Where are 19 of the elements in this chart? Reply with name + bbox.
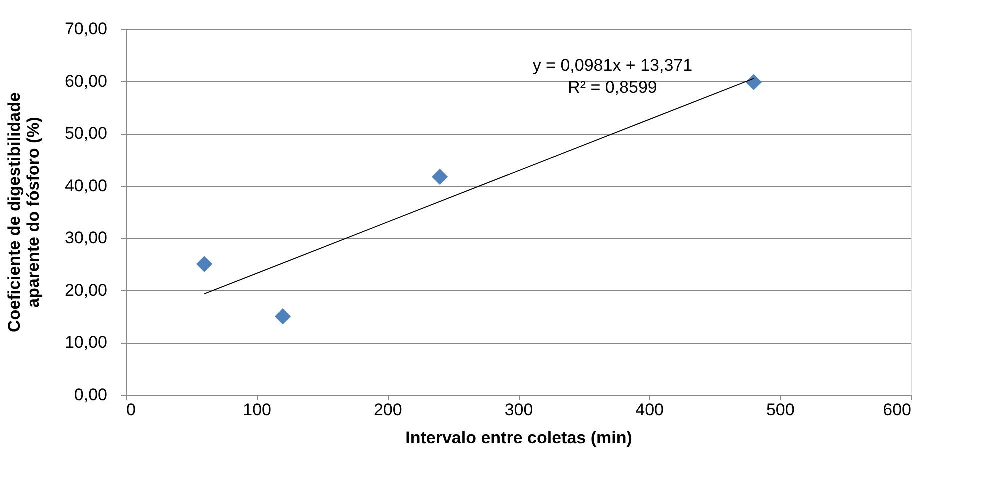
x-tick-label: 600: [883, 400, 912, 420]
annotation: y = 0,0981x + 13,371: [532, 56, 693, 75]
y-tick-label: 60,00: [64, 72, 108, 91]
annotation: R² = 0,8599: [568, 78, 658, 97]
y-tick-label: 70,00: [64, 20, 108, 38]
x-tick-label: 200: [374, 400, 402, 420]
y-tick-label: 10,00: [64, 333, 108, 352]
y-tick-label: 20,00: [64, 280, 108, 300]
y-tick-label: 30,00: [64, 228, 108, 248]
x-tick-label: 500: [766, 400, 795, 420]
x-axis-title: Intervalo entre coletas (min): [406, 428, 632, 448]
x-tick-label: 400: [636, 400, 664, 420]
x-tick-label: 100: [243, 400, 272, 420]
x-tick-label: 300: [504, 400, 534, 420]
y-axis-title: Coeficiente de digestibilidade aparente do fósforo (%): [4, 92, 43, 332]
y-tick-label: 0,00: [74, 386, 108, 404]
y-tick-label: 50,00: [64, 124, 108, 144]
x-tick-label: 0: [126, 400, 136, 420]
y-tick-label: 40,00: [64, 176, 108, 196]
